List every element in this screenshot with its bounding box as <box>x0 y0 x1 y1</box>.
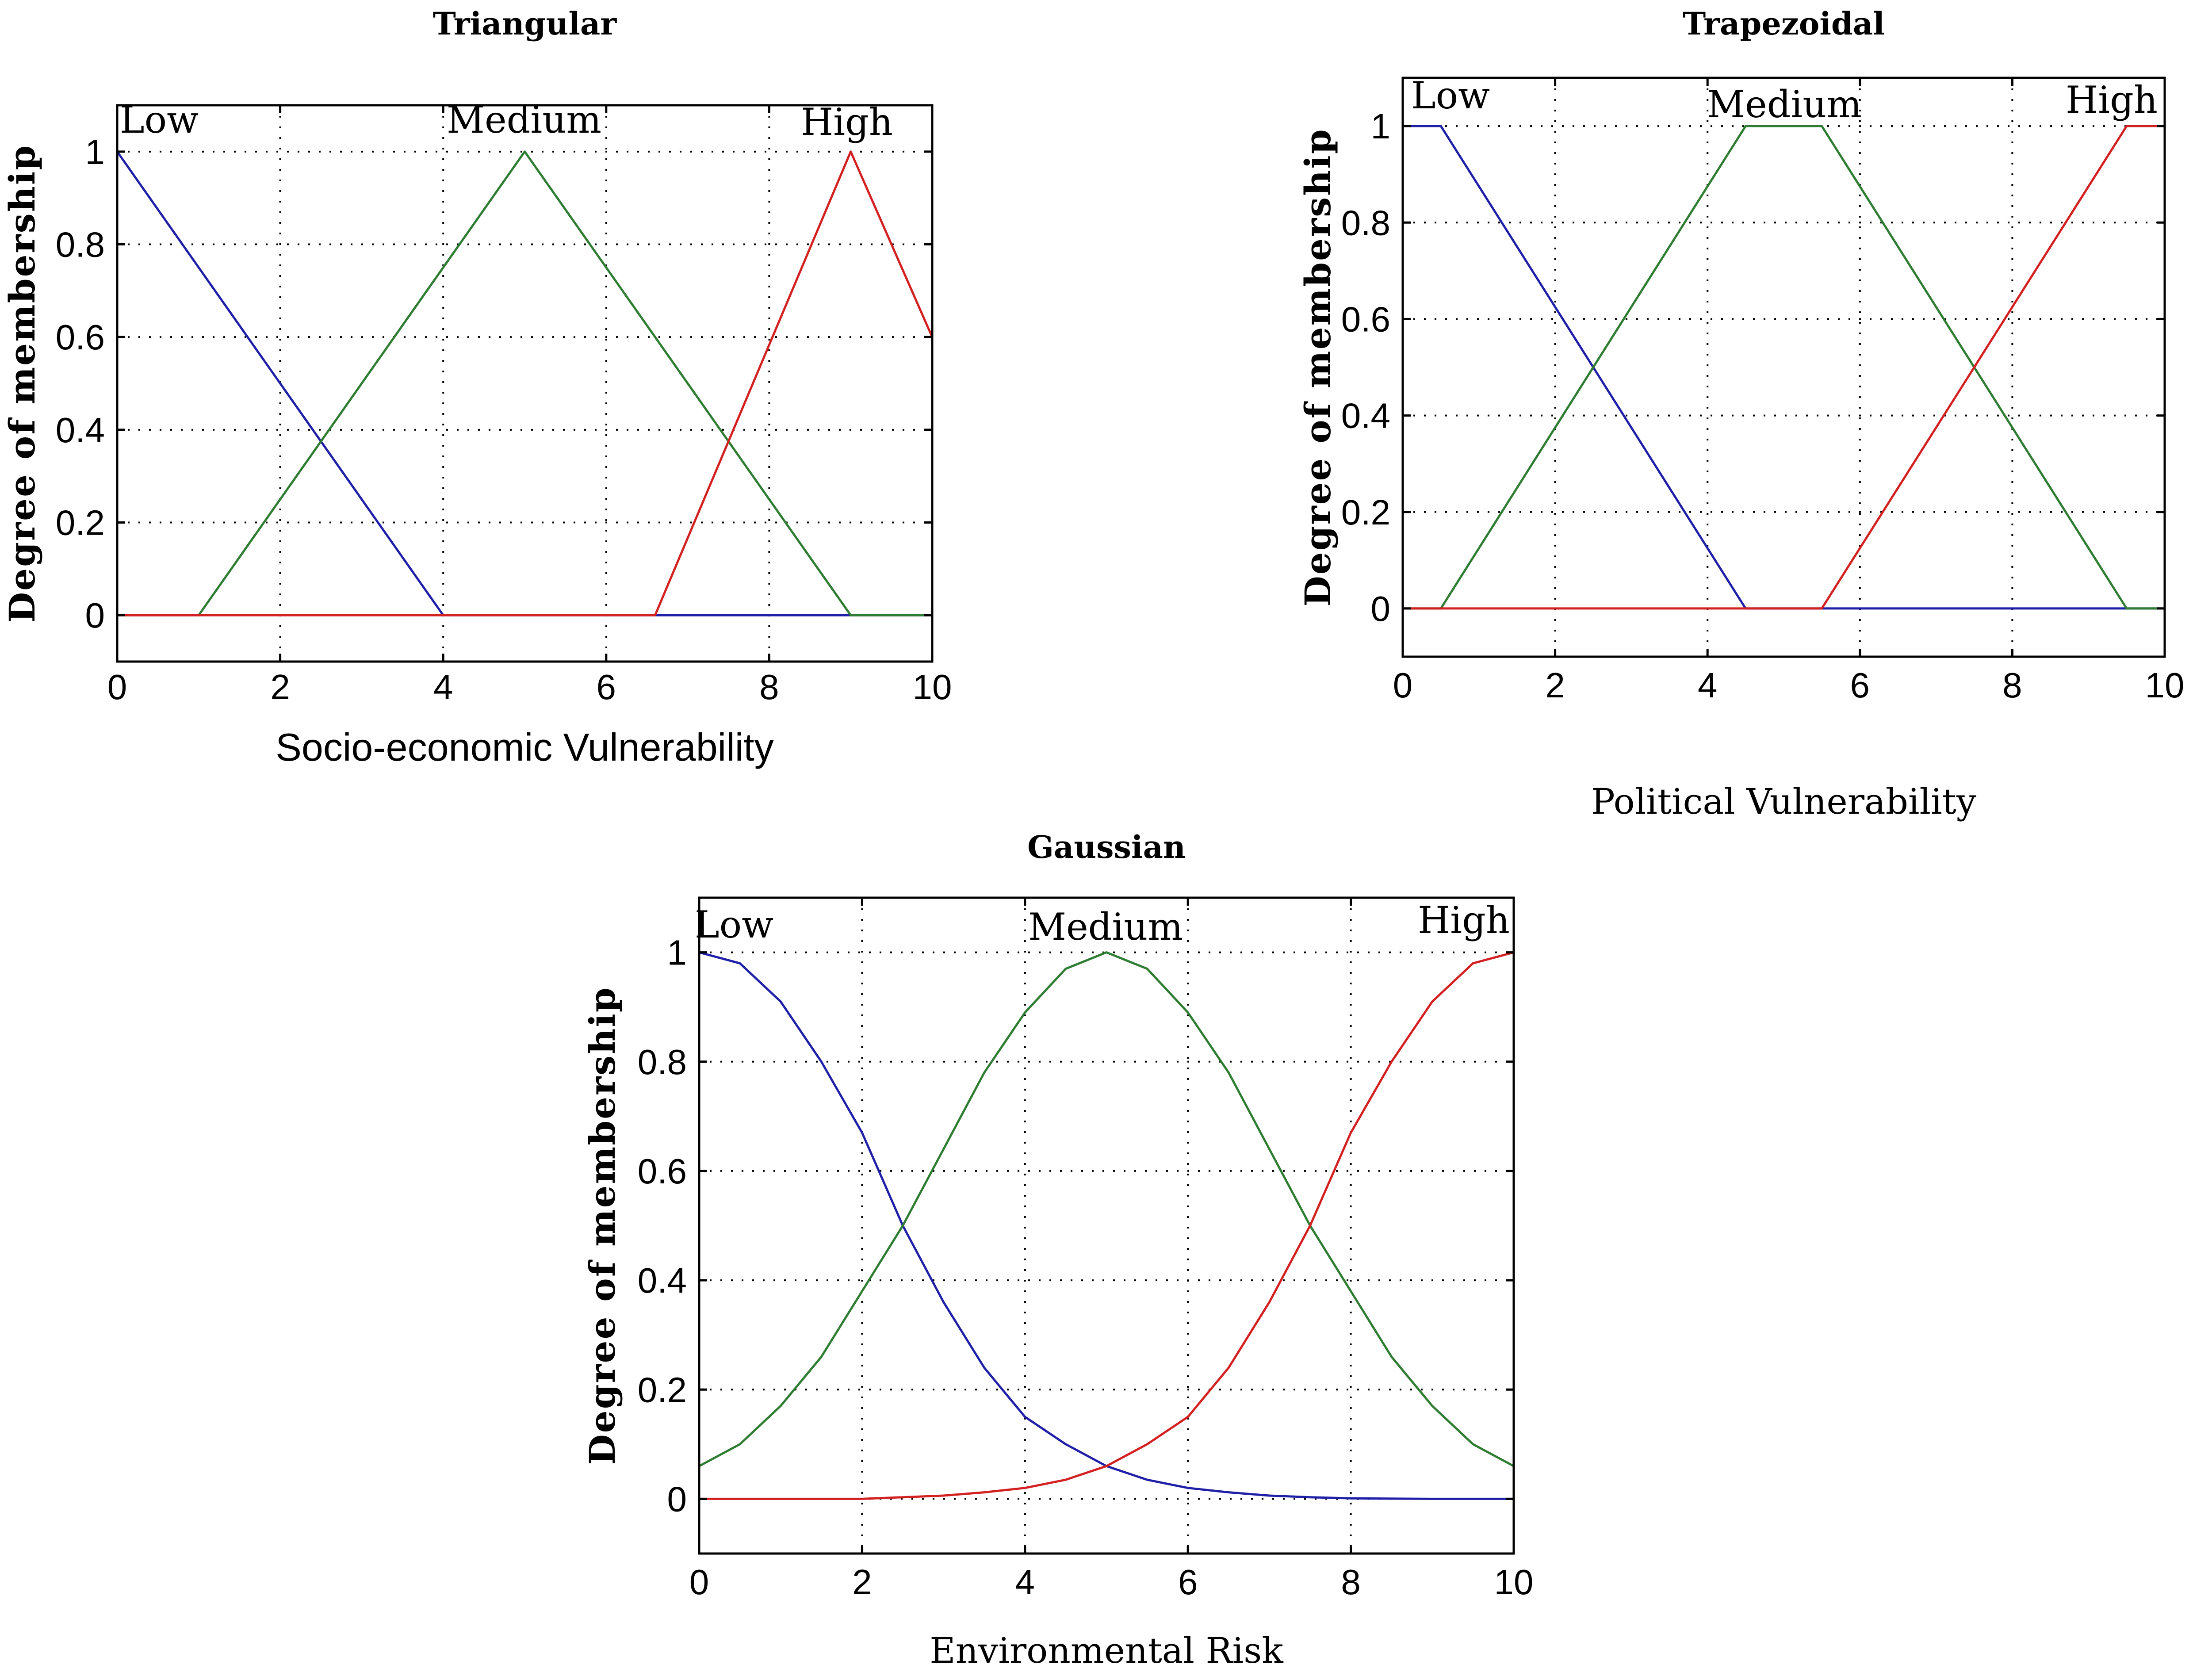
trapezoidal-ytick-label: 0.6 <box>1341 299 1390 339</box>
trapezoidal-grid <box>1403 78 2165 657</box>
triangular-ytick-label: 0.8 <box>56 225 105 264</box>
gaussian-series-medium <box>698 951 1515 1467</box>
triangular-chart: Triangular 0 2 4 6 8 10 0 0.2 0.4 0.6 0.8 1 Socio-eco… <box>1 5 952 769</box>
trapezoidal-ytick-label: 1 <box>1371 107 1391 146</box>
triangular-ytick-label: 0.4 <box>56 410 105 450</box>
gaussian-ytick-label: 1 <box>667 933 687 972</box>
trapezoidal-xtick-label: 0 <box>1393 666 1413 705</box>
gaussian-ytick-label: 0.6 <box>638 1152 687 1191</box>
trapezoidal-x-axis-label: Political Vulnerability <box>1591 781 1976 822</box>
gaussian-y-axis-label: Degree of membership <box>582 986 623 1465</box>
gaussian-xtick-label: 8 <box>1341 1562 1361 1602</box>
gaussian-label-medium: Medium <box>1028 905 1183 949</box>
gaussian-xtick-label: 0 <box>689 1562 709 1602</box>
trapezoidal-ytick-label: 0.2 <box>1341 493 1390 532</box>
trapezoidal-chart: Trapezoidal 0 2 4 6 8 10 0 0.2 0.4 0.6 0.8 1 Politica… <box>1297 5 2184 822</box>
triangular-label-medium: Medium <box>447 98 601 142</box>
gaussian-ytick-label: 0.8 <box>638 1042 687 1082</box>
triangular-ytick-label: 0.6 <box>56 318 105 357</box>
trapezoidal-series-high <box>1403 125 2165 610</box>
triangular-label-low: Low <box>120 98 199 142</box>
triangular-xtick-label: 6 <box>597 667 616 707</box>
trapezoidal-xtick-label: 6 <box>1850 666 1870 705</box>
gaussian-series-high <box>699 951 1514 1500</box>
triangular-xtick-label: 4 <box>433 667 453 707</box>
triangular-xtick-label: 2 <box>270 667 290 707</box>
triangular-grid <box>117 105 932 662</box>
triangular-xtick-label: 10 <box>913 667 952 707</box>
triangular-plot-frame <box>116 104 934 663</box>
trapezoidal-y-axis-label: Degree of membership <box>1297 128 1339 606</box>
trapezoidal-xtick-label: 10 <box>2145 666 2185 705</box>
triangular-series-low <box>116 151 932 616</box>
triangular-label-high: High <box>801 100 893 144</box>
gaussian-title: Gaussian <box>1027 829 1186 865</box>
trapezoidal-ytick-label: 0 <box>1371 589 1391 628</box>
gaussian-label-high: High <box>1418 899 1510 942</box>
gaussian-label-low: Low <box>695 903 773 946</box>
trapezoidal-ytick-label: 0.4 <box>1341 396 1390 436</box>
gaussian-x-axis-label: Environmental Risk <box>930 1630 1284 1671</box>
triangular-xtick-label: 8 <box>759 667 779 707</box>
trapezoidal-ytick-label: 0.8 <box>1341 203 1390 242</box>
gaussian-ytick-label: 0.2 <box>638 1370 687 1409</box>
trapezoidal-xtick-label: 2 <box>1545 666 1565 705</box>
trapezoidal-label-high: High <box>2066 78 2158 122</box>
triangular-title: Triangular <box>433 5 617 42</box>
triangular-series-high <box>117 150 934 616</box>
triangular-series-medium <box>117 150 932 616</box>
gaussian-xtick-label: 10 <box>1494 1562 1534 1602</box>
triangular-x-axis-label: Socio-economic Vulnerability <box>276 725 774 769</box>
trapezoidal-label-low: Low <box>1411 74 1490 117</box>
trapezoidal-xtick-label: 4 <box>1698 666 1718 705</box>
trapezoidal-title: Trapezoidal <box>1683 5 1885 42</box>
gaussian-ytick-label: 0.4 <box>638 1261 687 1300</box>
gaussian-series-low <box>699 951 1514 1500</box>
gaussian-grid <box>699 898 1514 1554</box>
trapezoidal-label-medium: Medium <box>1707 83 1862 126</box>
gaussian-xtick-label: 6 <box>1178 1562 1198 1602</box>
triangular-ytick-label: 0.2 <box>56 503 105 543</box>
triangular-ytick-label: 1 <box>85 132 105 172</box>
trapezoidal-plot-frame <box>1401 77 2166 658</box>
gaussian-xtick-label: 2 <box>852 1562 872 1602</box>
gaussian-xtick-label: 4 <box>1015 1562 1035 1602</box>
triangular-ytick-label: 0 <box>85 596 105 635</box>
gaussian-plot-frame <box>698 896 1515 1555</box>
gaussian-ytick-label: 0 <box>667 1479 687 1519</box>
trapezoidal-series-low <box>1403 125 2165 610</box>
triangular-xtick-label: 0 <box>107 667 127 707</box>
trapezoidal-xtick-label: 8 <box>2002 666 2022 705</box>
trapezoidal-series-medium <box>1403 125 2165 610</box>
gaussian-chart: Gaussian 0 2 4 6 8 10 0 0.2 0.4 0.6 0.8 1 Environment… <box>582 829 1533 1671</box>
triangular-y-axis-label: Degree of membership <box>1 144 43 623</box>
